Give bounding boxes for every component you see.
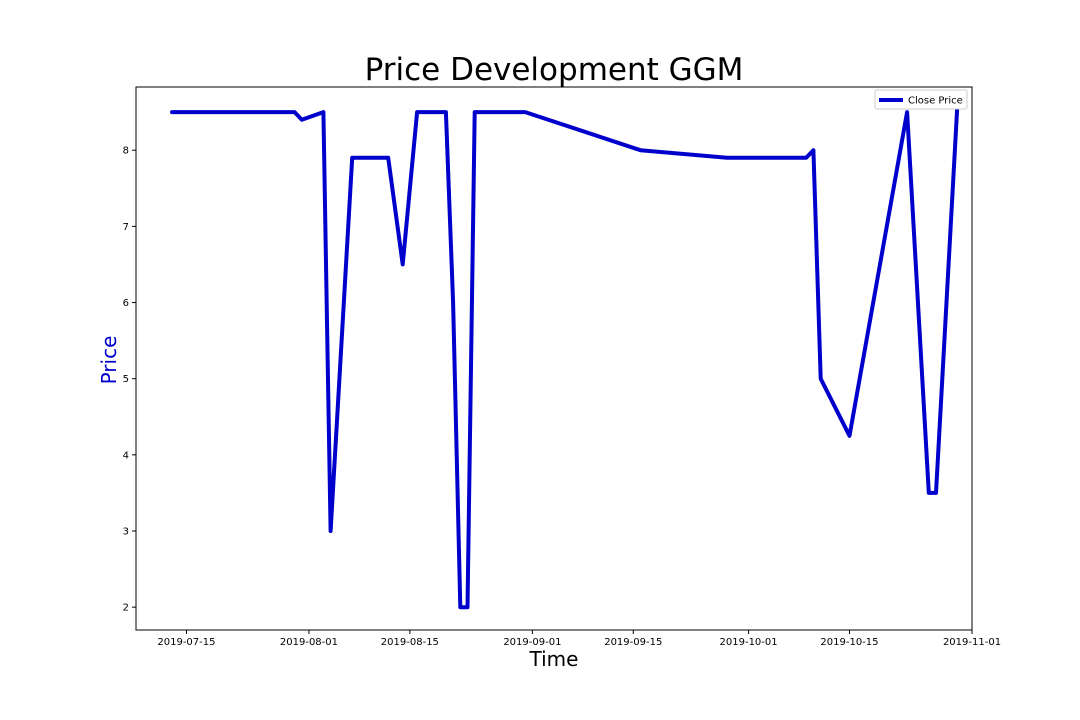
- legend: Close Price: [874, 89, 968, 110]
- y-tick-label: 3: [123, 526, 129, 537]
- plot-frame: [135, 86, 973, 631]
- x-axis-label: Time: [529, 647, 579, 671]
- x-tick-label: 2019-09-15: [604, 637, 662, 648]
- y-tick-label: 5: [123, 374, 129, 385]
- y-tick-label: 8: [123, 146, 129, 157]
- x-tick-label: 2019-08-01: [280, 637, 338, 648]
- series-line-close-price: [170, 98, 960, 610]
- legend-box: [874, 89, 968, 110]
- y-tick-label: 7: [123, 222, 129, 233]
- chart-title: Price Development GGM: [365, 52, 744, 88]
- y-tick-label: 2: [123, 603, 129, 614]
- x-tick-label: 2019-07-15: [157, 637, 215, 648]
- y-tick-label: 4: [123, 450, 129, 461]
- x-tick-label: 2019-10-01: [720, 637, 778, 648]
- axis-ticks: 2019-07-15 2019-08-01 2019-08-15 2019-09-01…: [123, 146, 1001, 648]
- x-tick-label: 2019-08-15: [381, 637, 439, 648]
- x-tick-label: 2019-10-15: [820, 637, 878, 648]
- x-tick-label: 2019-09-01: [503, 637, 561, 648]
- y-tick-label: 6: [123, 298, 129, 309]
- legend-label-close-price: Close Price: [908, 96, 963, 107]
- y-axis-label: Price: [97, 336, 121, 385]
- x-tick-label: 2019-11-01: [943, 637, 1001, 648]
